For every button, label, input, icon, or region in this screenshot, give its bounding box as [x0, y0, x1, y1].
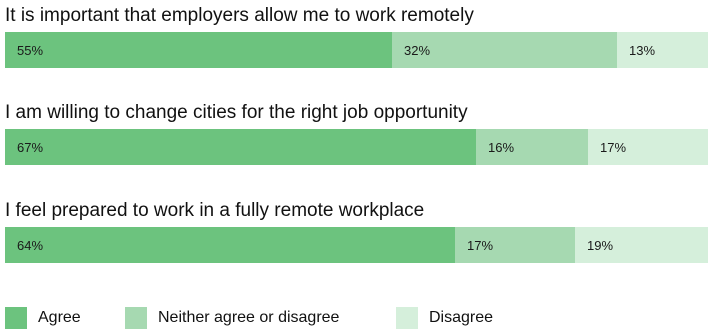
- chart-legend: Agree Neither agree or disagree Disagree: [5, 307, 705, 329]
- legend-label: Agree: [38, 309, 81, 326]
- bar-segment-neither-agree-or-disagree: 17%: [455, 227, 575, 263]
- legend-swatch: [125, 307, 147, 329]
- legend-item: Neither agree or disagree: [125, 307, 339, 329]
- bar-segment-agree: 64%: [5, 227, 455, 263]
- bar-segment-neither-agree-or-disagree: 16%: [476, 129, 588, 165]
- data-label: 13%: [629, 42, 656, 58]
- question-title: I am willing to change cities for the ri…: [5, 102, 468, 123]
- question-title: I feel prepared to work in a fully remot…: [5, 200, 425, 221]
- data-label: 32%: [404, 42, 431, 58]
- legend-label: Disagree: [429, 309, 494, 326]
- data-label: 16%: [488, 139, 515, 155]
- data-label: 17%: [600, 139, 627, 155]
- legend-item: Disagree: [396, 307, 493, 329]
- bar-segment-disagree: 13%: [617, 32, 708, 68]
- question-title: It is important that employers allow me …: [5, 5, 474, 26]
- legend-label: Neither agree or disagree: [158, 309, 340, 326]
- stacked-bar: 67% 16% 17%: [5, 129, 708, 165]
- data-label: 55%: [17, 42, 44, 58]
- data-label: 17%: [467, 237, 494, 253]
- stacked-bar: 64% 17% 19%: [5, 227, 708, 263]
- legend-item: Agree: [5, 307, 81, 329]
- bar-segment-agree: 67%: [5, 129, 476, 165]
- bar-segment-disagree: 17%: [588, 129, 708, 165]
- data-label: 67%: [17, 139, 44, 155]
- data-label: 64%: [17, 237, 44, 253]
- bar-segment-neither-agree-or-disagree: 32%: [392, 32, 617, 68]
- legend-swatch: [5, 307, 27, 329]
- legend-swatch: [396, 307, 418, 329]
- stacked-bar: 55% 32% 13%: [5, 32, 708, 68]
- bar-segment-agree: 55%: [5, 32, 392, 68]
- data-label: 19%: [587, 237, 614, 253]
- bar-segment-disagree: 19%: [575, 227, 708, 263]
